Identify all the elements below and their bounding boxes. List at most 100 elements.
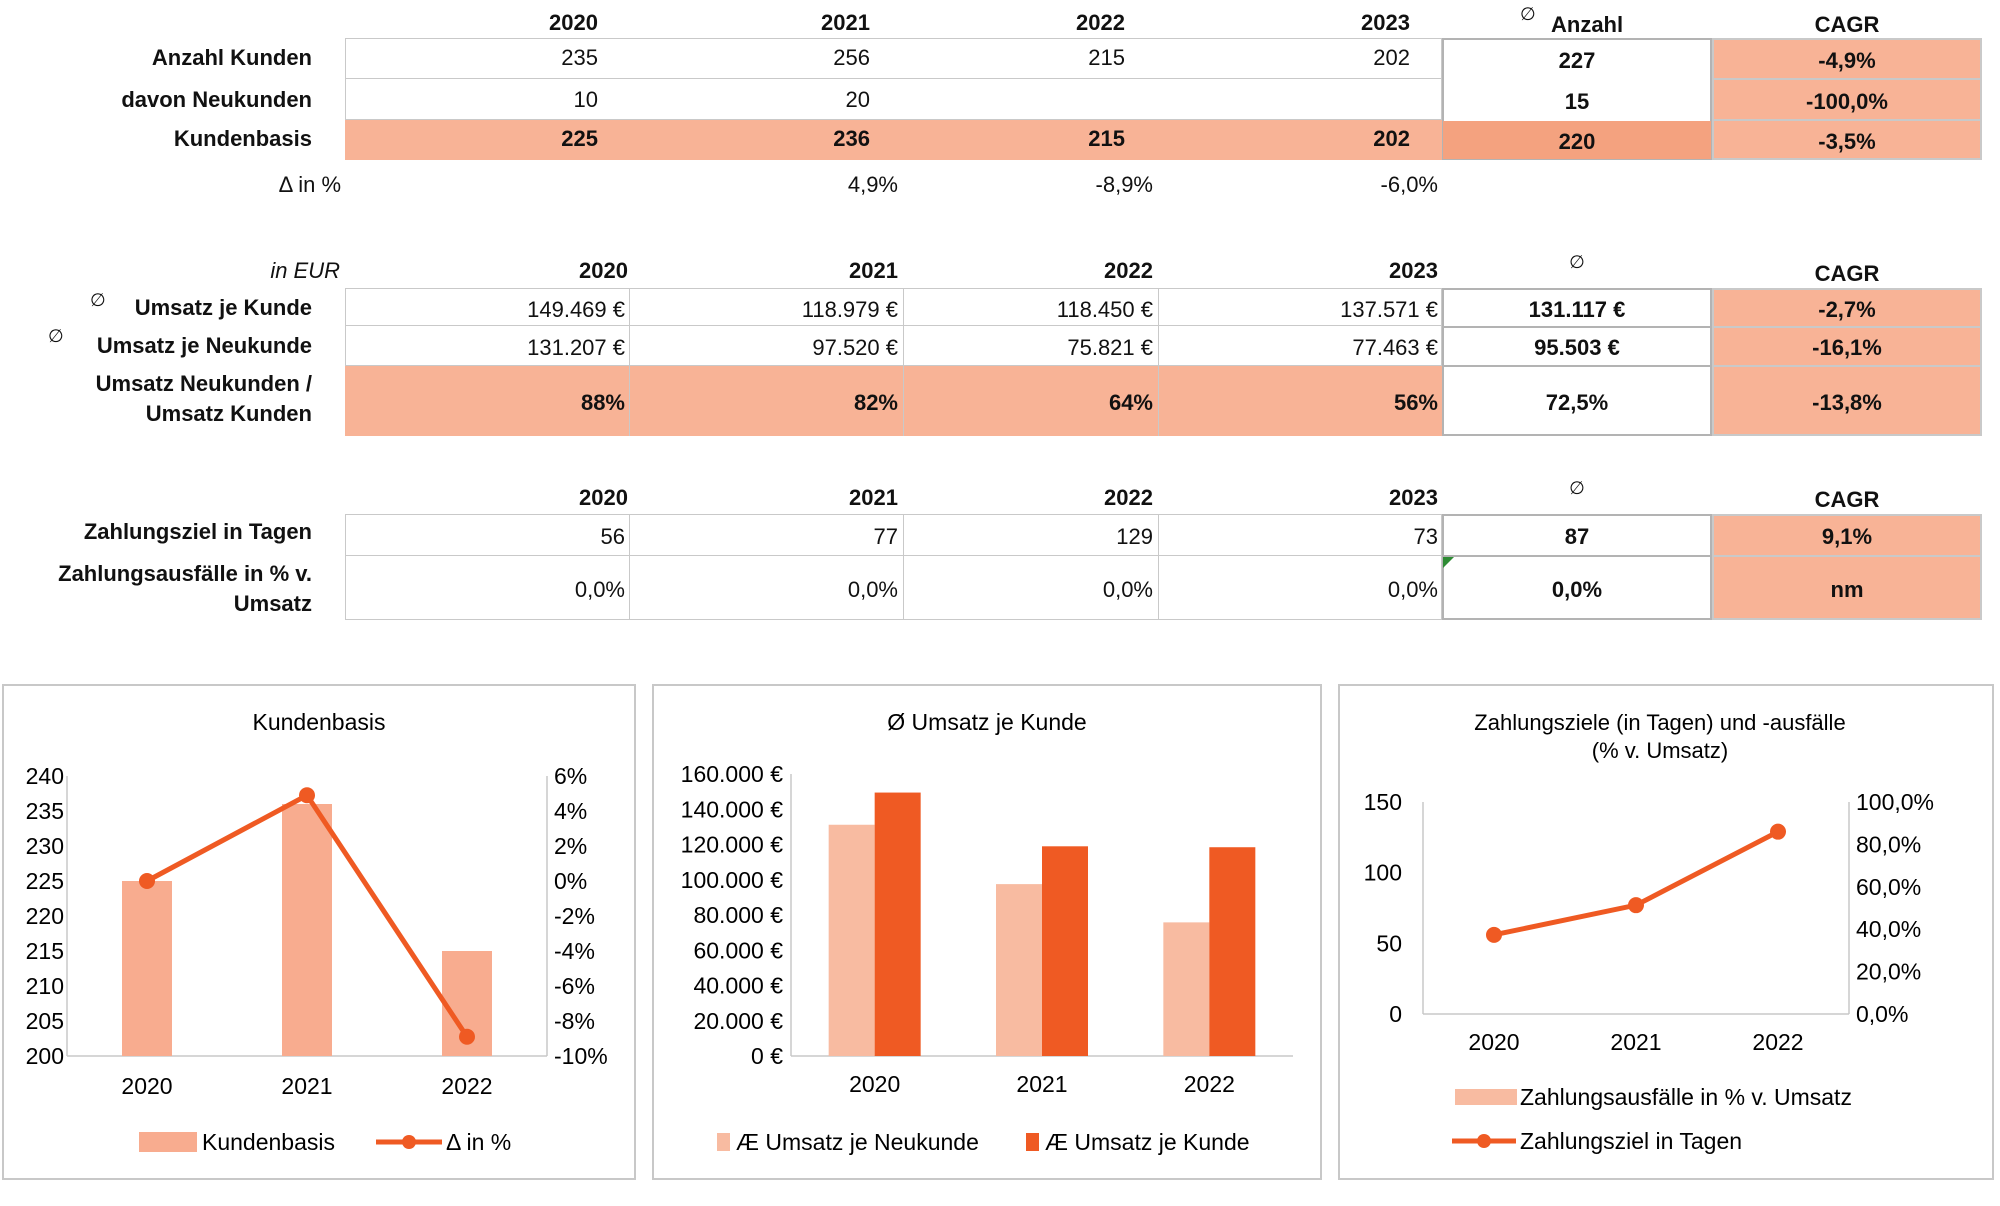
cell: 202 — [1373, 45, 1410, 70]
y-tick-label: 205 — [26, 1008, 64, 1034]
row-box-umsatz-ratio — [345, 366, 1442, 436]
row-label-zahlungsziel: Zahlungsziel in Tagen — [83, 519, 312, 544]
chart-kundenbasis: Kundenbasis 200 205 210 215 220 225 230 235 240 -1… — [26, 709, 608, 1155]
y-tick-label: 80.000 € — [693, 902, 783, 928]
cagr-header: CAGR — [1814, 261, 1880, 286]
delta-label: Δ in % — [278, 172, 341, 197]
delta-cell: -8,9% — [1095, 172, 1153, 197]
row-box-kundenbasis — [345, 120, 1442, 160]
row-box-neukunden — [345, 78, 1442, 120]
cell: 235 — [561, 45, 598, 70]
y2-tick-label: 0,0% — [1856, 1001, 1908, 1027]
chart-umsatz-je-kunde: Ø Umsatz je Kunde 0 € 20.000 € 40.000 € 60.0… — [681, 709, 1293, 1155]
cell: 82% — [853, 390, 898, 415]
y-tick-label: 225 — [26, 868, 64, 894]
y-tick-label: 150 — [1364, 789, 1402, 815]
legend-label-zahlungsziel: Zahlungsziel in Tagen — [1520, 1128, 1742, 1154]
bar-umsatz-je-neukunde — [996, 884, 1042, 1056]
y2-tick-label: -8% — [554, 1008, 595, 1034]
cell: 75.821 € — [1067, 335, 1153, 360]
x-tick-label: 2020 — [121, 1073, 172, 1099]
y-tick-label: 60.000 € — [693, 937, 783, 963]
y2-tick-label: 2% — [554, 833, 587, 859]
bar-umsatz-je-kunde — [1209, 847, 1256, 1056]
zahlungsziel-point — [1628, 897, 1644, 914]
y-tick-label: 210 — [26, 973, 64, 999]
y-tick-label: 40.000 € — [693, 973, 783, 999]
y-tick-label: 0 € — [751, 1043, 783, 1069]
cell: 20 — [845, 87, 870, 112]
avg-cell: 131.117 € — [1528, 297, 1626, 322]
cagr-header: CAGR — [1814, 487, 1880, 512]
col-divider — [1158, 514, 1159, 620]
cagr-cell: nm — [1830, 577, 1864, 602]
y-tick-label: 220 — [26, 903, 64, 929]
row-box-zahlungsausfaelle — [345, 556, 1442, 620]
col-divider — [629, 514, 630, 620]
cell: 149.469 € — [527, 297, 625, 322]
avg-cell: 95.503 € — [1534, 335, 1620, 360]
x-tick-label: 2022 — [1184, 1071, 1235, 1097]
cell: 77 — [873, 524, 898, 549]
row-label-umsatz-je-kunde: Umsatz je Kunde — [134, 295, 312, 320]
year-header-2021: 2021 — [821, 10, 870, 35]
cagr-cell: 9,1% — [1821, 524, 1873, 549]
row-label-davon-neukunden: davon Neukunden — [121, 87, 312, 112]
x-tick-label: 2020 — [1468, 1029, 1519, 1055]
cagr-cell: -2,7% — [1818, 297, 1876, 322]
avg-symbol: ∅ — [1520, 4, 1536, 24]
cell: 118.450 € — [1056, 297, 1153, 322]
col-divider — [1158, 288, 1159, 436]
y-tick-label: 120.000 € — [681, 832, 784, 858]
row-label-anzahl-kunden: Anzahl Kunden — [151, 45, 312, 70]
y2-tick-label: -2% — [554, 903, 595, 929]
cagr-divider — [1712, 365, 1982, 367]
y-tick-label: 230 — [26, 833, 64, 859]
cagr-cell: -4,9% — [1818, 48, 1876, 73]
y-tick-label: 100 — [1364, 860, 1402, 886]
legend-label-delta: Δ in % — [446, 1129, 511, 1155]
y2-tick-label: 100,0% — [1856, 789, 1934, 815]
legend-swatch-kunde — [1026, 1133, 1039, 1151]
cell: 225 — [561, 126, 598, 151]
legend-label-zahlungsausfaelle: Zahlungsausfälle in % v. Umsatz — [1520, 1084, 1852, 1110]
avg-symbol: ∅ — [1569, 478, 1585, 498]
avg-column-box — [1442, 288, 1712, 436]
year-header-2022: 2022 — [1076, 10, 1125, 35]
delta-cell: 4,9% — [847, 172, 898, 197]
zahlungsziel-point — [1486, 926, 1502, 943]
cagr-cell: -3,5% — [1818, 129, 1876, 154]
avg-cell: 15 — [1564, 89, 1590, 114]
legend-label-kundenbasis: Kundenbasis — [202, 1129, 335, 1155]
avg-header: Anzahl — [1551, 12, 1624, 37]
avg-column-box — [1442, 38, 1712, 160]
cell-comment-marker — [1443, 557, 1454, 568]
avg-cell: 220 — [1558, 129, 1596, 154]
year-header-2020: 2020 — [549, 10, 598, 35]
chart-title-line2: (% v. Umsatz) — [1592, 738, 1728, 763]
delta-point — [459, 1028, 475, 1045]
avg-kundenbasis-box — [1443, 121, 1711, 159]
cell: 137.571 € — [1340, 297, 1438, 322]
x-tick-label: 2022 — [1752, 1029, 1803, 1055]
chart-panel-umsatz: Ø Umsatz je Kunde 0 € 20.000 € 40.000 € 60.0… — [652, 684, 1322, 1180]
chart-title: Kundenbasis — [253, 709, 386, 735]
y-tick-label: 50 — [1376, 930, 1402, 956]
row-label-umsatz-ratio-2: Umsatz Kunden — [145, 401, 312, 426]
x-tick-label: 2020 — [849, 1071, 900, 1097]
year-header-2022: 2022 — [1104, 258, 1153, 283]
avg-divider — [1442, 326, 1712, 328]
avg-cell: 227 — [1558, 48, 1596, 73]
cell: 118.979 € — [801, 297, 898, 322]
cell: 88% — [580, 390, 625, 415]
y2-tick-label: 40,0% — [1856, 916, 1921, 942]
cell: 236 — [833, 126, 870, 151]
y-tick-label: 240 — [26, 763, 64, 789]
chart-title: Ø Umsatz je Kunde — [887, 709, 1086, 735]
legend-marker-delta — [402, 1135, 416, 1149]
legend-swatch-neukunde — [717, 1133, 730, 1151]
y2-tick-label: 4% — [554, 798, 587, 824]
row-label-zahlungsausfaelle-1: Zahlungsausfälle in % v. — [58, 561, 312, 586]
x-tick-label: 2021 — [281, 1073, 332, 1099]
col-divider — [903, 514, 904, 620]
